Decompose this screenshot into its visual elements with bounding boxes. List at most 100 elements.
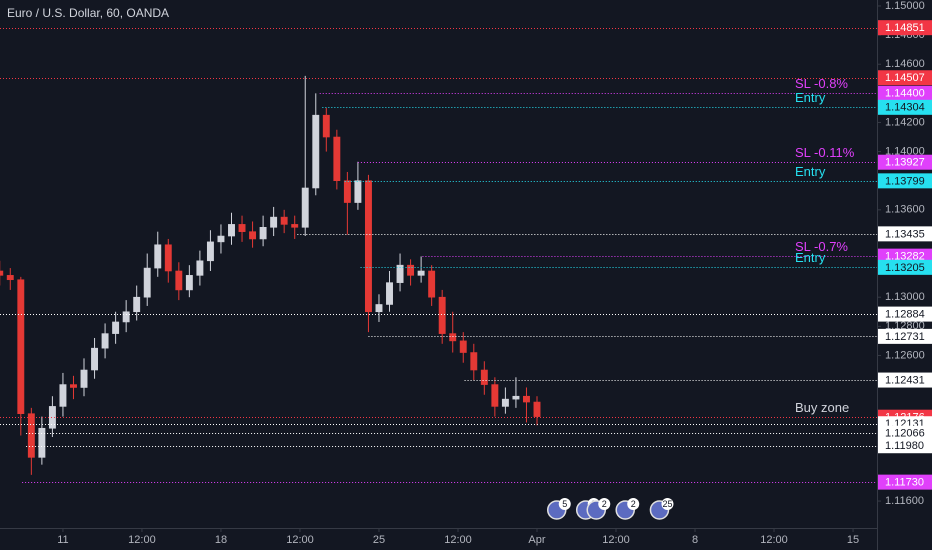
price-badge xyxy=(878,425,932,441)
y-tick-label: 1.12600 xyxy=(885,349,925,361)
level-note: Buy zone xyxy=(795,400,849,415)
candle-body xyxy=(301,187,309,228)
candle-body xyxy=(164,244,172,272)
candle-body xyxy=(59,384,67,407)
event-count-bg xyxy=(558,498,571,510)
level-note: Entry xyxy=(795,250,826,265)
y-tick-label: 1.13600 xyxy=(885,204,925,216)
price-badge-label: 1.14507 xyxy=(885,72,925,84)
candle-body xyxy=(70,384,77,388)
candle-body xyxy=(48,406,56,429)
candle-body xyxy=(523,395,530,403)
x-tick-label: 8 xyxy=(692,534,698,546)
level-note: SL -0.7% xyxy=(795,239,848,254)
candle-body xyxy=(322,114,330,138)
x-tick-label: Apr xyxy=(528,534,545,546)
candle-body xyxy=(122,311,130,323)
candle-body xyxy=(501,398,509,407)
price-badge-label: 1.13927 xyxy=(885,157,925,169)
event-count: 2 xyxy=(602,499,607,509)
candle-body xyxy=(133,296,141,313)
price-badge xyxy=(878,259,932,275)
x-tick-label: 25 xyxy=(373,534,385,546)
price-badge-label: 1.12731 xyxy=(885,331,925,343)
x-tick-label: 15 xyxy=(847,534,859,546)
candle-body xyxy=(333,136,341,182)
price-badge-label: 1.14304 xyxy=(885,102,925,114)
candle-body xyxy=(91,347,99,371)
candle-body xyxy=(470,352,478,371)
candle-body xyxy=(175,270,183,291)
price-badge-label: 1.13282 xyxy=(885,251,925,263)
price-badge-label: 1.11730 xyxy=(885,477,924,489)
y-tick-label: 1.14200 xyxy=(885,116,925,128)
event-count: 5 xyxy=(562,499,567,509)
level-note: SL -0.8% xyxy=(795,76,848,91)
price-badge xyxy=(878,173,932,189)
x-tick-label: 11 xyxy=(57,534,68,546)
candle-body xyxy=(396,264,404,283)
price-badge xyxy=(878,226,932,242)
price-badge xyxy=(878,372,932,388)
candle-body xyxy=(270,216,278,228)
price-badge xyxy=(878,20,932,36)
price-badge xyxy=(878,474,932,490)
event-count-bg xyxy=(598,498,611,510)
candle-body xyxy=(343,180,351,203)
price-badge xyxy=(878,85,932,101)
candle-body xyxy=(80,369,88,388)
candle-body xyxy=(280,216,288,225)
candle-body xyxy=(533,401,541,417)
candle-body xyxy=(459,340,467,353)
level-note: Entry xyxy=(795,164,826,179)
candle-body xyxy=(449,333,457,342)
candle-body xyxy=(101,333,109,349)
price-badge-label: 1.12066 xyxy=(885,428,925,440)
level-note: Entry xyxy=(795,90,826,105)
x-tick-label: 12:00 xyxy=(286,534,314,546)
event-count-bg xyxy=(661,498,674,510)
event-count: 25 xyxy=(662,499,672,509)
candle-body xyxy=(491,384,499,407)
candle-body xyxy=(386,282,393,305)
y-tick-label: 1.11600 xyxy=(885,495,924,507)
candle-body xyxy=(291,224,299,228)
candle-body xyxy=(438,296,446,334)
x-tick-label: 12:00 xyxy=(602,534,630,546)
y-tick-label: 1.13000 xyxy=(885,291,925,303)
price-badge-label: 1.13799 xyxy=(885,175,925,187)
event-count-bg xyxy=(627,498,640,510)
candle-body xyxy=(354,180,362,203)
x-tick-label: 18 xyxy=(215,534,227,546)
x-tick-label: 12:00 xyxy=(760,534,788,546)
candle-body xyxy=(249,231,257,240)
candle-body xyxy=(407,264,415,276)
candle-body xyxy=(6,275,14,281)
price-badge-label: 1.12431 xyxy=(885,374,925,386)
candle-body xyxy=(312,114,320,189)
price-badge-label: 1.14851 xyxy=(885,22,925,34)
price-badge xyxy=(878,328,932,344)
y-tick-label: 1.14600 xyxy=(885,58,925,70)
candle-body xyxy=(196,260,204,276)
event-count: 2 xyxy=(631,499,636,509)
candle-body xyxy=(185,275,193,291)
candle-body xyxy=(112,321,120,334)
y-tick-label: 1.14000 xyxy=(885,145,925,157)
candle-body xyxy=(364,180,372,313)
candle-body xyxy=(375,304,383,313)
x-tick-label: 12:00 xyxy=(128,534,156,546)
level-note: SL -0.11% xyxy=(795,145,855,160)
candle-body xyxy=(217,235,225,243)
candle-body xyxy=(17,279,25,414)
candle-body xyxy=(512,395,520,400)
price-badge xyxy=(878,99,932,115)
candle-body xyxy=(27,413,35,458)
price-badge xyxy=(878,438,932,454)
candle-body xyxy=(238,224,246,232)
price-badge xyxy=(878,70,932,86)
candle-body xyxy=(38,427,46,458)
candle-body xyxy=(428,270,436,298)
